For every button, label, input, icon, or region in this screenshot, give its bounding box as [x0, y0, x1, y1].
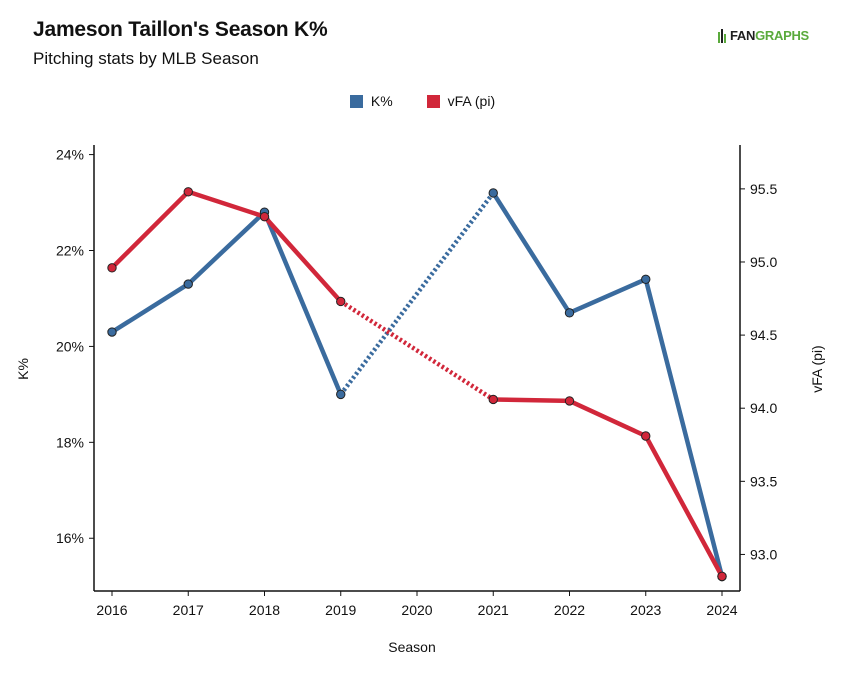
logo-text-fan: FAN: [730, 28, 756, 43]
vfa-point: [259, 211, 270, 222]
k-pct-point: [641, 274, 651, 284]
series-segment: [186, 209, 267, 287]
x-tick-label: 2021: [478, 602, 509, 618]
vfa-point: [336, 296, 346, 307]
y2-tick-label: 95.0: [750, 254, 777, 270]
y-tick-label: 20%: [56, 338, 84, 354]
legend-label-vfa: vFA (pi): [447, 93, 496, 109]
legend-item-k-pct[interactable]: K%: [349, 93, 393, 109]
series-segment: [262, 209, 343, 397]
series-segment: [491, 397, 572, 404]
logo-icon: [718, 28, 726, 43]
vfa-point: [717, 571, 727, 582]
series-gap-segment: [338, 191, 496, 396]
series-segment: [643, 277, 725, 579]
x-tick-label: 2023: [630, 602, 661, 618]
series-segment: [109, 189, 191, 271]
y2-tick-label: 93.5: [750, 473, 777, 489]
x-tick-label: 2019: [325, 602, 356, 618]
y-tick-label: 18%: [56, 434, 84, 450]
k-pct-point: [183, 279, 193, 289]
fangraphs-logo[interactable]: FAN GRAPHS: [718, 28, 809, 43]
y2-tick-label: 95.5: [750, 181, 777, 197]
series-segment: [109, 281, 191, 335]
vfa-point: [564, 396, 575, 406]
chart-lines: [109, 189, 725, 579]
chart-axes: 2016 2017 2018 2019 2020 2021 2022 2023 2024 16% 1…: [56, 145, 777, 618]
series-segment: [643, 433, 725, 579]
vfa-point: [107, 263, 117, 273]
x-axis-label: Season: [388, 639, 435, 655]
k-pct-point: [336, 389, 346, 400]
y-tick-label: 22%: [56, 243, 84, 259]
chart-subtitle: Pitching stats by MLB Season: [33, 49, 259, 68]
legend-swatch-vfa: [426, 94, 440, 108]
legend-swatch-k-pct: [349, 94, 363, 108]
x-tick-label: 2020: [401, 602, 432, 618]
x-tick-label: 2024: [706, 602, 737, 618]
vfa-point: [641, 431, 651, 441]
legend-item-vfa[interactable]: vFA (pi): [426, 93, 496, 109]
y-tick-label: 24%: [56, 147, 84, 163]
y2-axis-label: vFA (pi): [809, 345, 825, 392]
y2-tick-label: 93.0: [750, 546, 777, 562]
chart-title: Jameson Taillon's Season K%: [33, 18, 328, 41]
vfa-point: [183, 187, 193, 197]
k-pct-point: [564, 308, 575, 318]
logo-text-graphs: GRAPHS: [755, 28, 809, 43]
x-tick-label: 2017: [173, 602, 204, 618]
vfa-point: [488, 394, 498, 405]
k-pct-point: [107, 327, 117, 337]
series-segment: [262, 214, 343, 304]
series-segment: [186, 189, 267, 219]
chart-legend: K% vFA (pi): [0, 93, 845, 109]
series-segment: [567, 277, 648, 316]
chart-points: [107, 187, 727, 582]
y-tick-label: 16%: [56, 530, 84, 546]
x-tick-label: 2016: [96, 602, 127, 618]
y2-tick-label: 94.0: [750, 400, 777, 416]
y2-tick-label: 94.5: [750, 327, 777, 343]
y-axis-label: K%: [15, 358, 31, 380]
series-gap-segment: [339, 299, 495, 402]
legend-label-k-pct: K%: [370, 93, 393, 109]
x-tick-label: 2022: [554, 602, 585, 618]
k-pct-point: [488, 188, 498, 198]
series-segment: [567, 398, 648, 439]
x-tick-label: 2018: [249, 602, 280, 618]
series-segment: [491, 190, 572, 316]
